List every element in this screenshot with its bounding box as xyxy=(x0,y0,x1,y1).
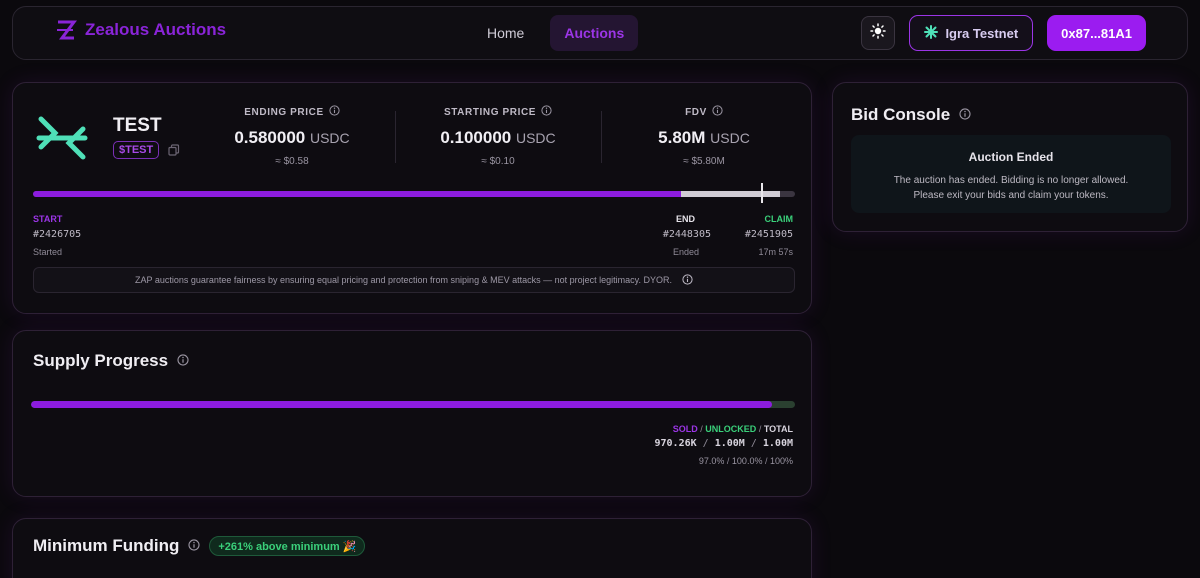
ending-price-unit: USDC xyxy=(309,130,350,146)
supply-sold-fill xyxy=(31,401,773,408)
starting-price-unit: USDC xyxy=(515,130,556,146)
fairness-notice-text: ZAP auctions guarantee fairness by ensur… xyxy=(135,275,672,285)
timeline-claim-fill xyxy=(681,191,780,197)
supply-unlocked-pct: 100.0% xyxy=(731,456,763,466)
info-icon[interactable] xyxy=(959,105,971,125)
network-name: Igra Testnet xyxy=(945,25,1019,41)
stat-divider xyxy=(601,111,602,163)
ending-price-usd: ≈ $0.58 xyxy=(275,156,309,167)
token-symbol-badge: $TEST xyxy=(113,141,160,159)
auction-timeline-bar xyxy=(33,191,795,197)
info-icon[interactable] xyxy=(177,351,189,371)
ending-price-value: 0.580000 xyxy=(234,128,306,147)
info-icon[interactable] xyxy=(682,273,693,287)
timeline-current-marker xyxy=(761,183,763,203)
fdv-unit: USDC xyxy=(710,130,750,146)
info-icon[interactable] xyxy=(329,105,340,119)
starting-price-stat: STARTING PRICE 0.100000 USDC ≈ $0.10 xyxy=(403,105,593,167)
auction-ended-title: Auction Ended xyxy=(968,150,1054,164)
auction-ended-message-line1: The auction has ended. Bidding is no lon… xyxy=(893,175,1129,186)
nav-link-home[interactable]: Home xyxy=(487,25,525,41)
copy-icon[interactable] xyxy=(168,143,180,161)
auction-ended-panel: Auction Ended The auction has ended. Bid… xyxy=(851,135,1171,213)
supply-progress-title: Supply Progress xyxy=(33,351,169,370)
minimum-funding-card: Minimum Funding +261% above minimum 🎉 xyxy=(12,518,812,578)
info-icon[interactable] xyxy=(712,105,723,119)
supply-legend: SOLD / UNLOCKED / TOTAL xyxy=(672,424,793,434)
supply-progress-bar xyxy=(31,401,795,408)
zealous-logo-icon xyxy=(55,20,77,40)
network-selector-button[interactable]: Igra Testnet xyxy=(909,15,1034,51)
timeline-progress-fill xyxy=(33,191,681,197)
ending-price-label: ENDING PRICE xyxy=(244,106,324,118)
info-icon[interactable] xyxy=(541,105,552,119)
timeline-claim-countdown: 17m 57s xyxy=(758,247,793,257)
fdv-usd: ≈ $5.80M xyxy=(683,156,725,167)
brand-name: Zealous Auctions xyxy=(85,20,227,39)
supply-total-value: 1.00M xyxy=(762,438,793,449)
supply-sold-value: 970.26K xyxy=(654,438,697,449)
bid-console-title: Bid Console xyxy=(851,105,951,124)
starting-price-value: 0.100000 xyxy=(440,128,512,147)
fairness-notice: ZAP auctions guarantee fairness by ensur… xyxy=(33,267,795,293)
legend-sold: SOLD xyxy=(672,424,698,434)
minimum-funding-title: Minimum Funding xyxy=(33,536,180,555)
bid-console-card: Bid Console Auction Ended The auction ha… xyxy=(832,82,1188,232)
nav-actions: Igra Testnet 0x87...81A1 xyxy=(861,15,1146,51)
legend-unlocked: UNLOCKED xyxy=(705,424,757,434)
ending-price-stat: ENDING PRICE 0.580000 USDC ≈ $0.58 xyxy=(197,105,387,167)
supply-values: 970.26K / 1.00M / 1.00M xyxy=(654,438,794,449)
info-icon[interactable] xyxy=(188,536,200,556)
starting-price-label: STARTING PRICE xyxy=(443,106,537,118)
funding-status-badge: +261% above minimum 🎉 xyxy=(209,536,366,556)
timeline-end-status: Ended xyxy=(672,247,699,257)
token-logo-icon xyxy=(35,113,89,168)
sun-icon xyxy=(870,22,887,44)
timeline-end-block: #2448305 xyxy=(662,229,711,240)
auction-card: TEST $TEST ENDING PRICE 0.580000 USDC ≈ … xyxy=(12,82,812,314)
fdv-stat: FDV 5.80M USDC ≈ $5.80M xyxy=(609,105,799,167)
starting-price-usd: ≈ $0.10 xyxy=(481,156,515,167)
timeline-start-block: #2426705 xyxy=(33,229,82,240)
supply-total-pct: 100% xyxy=(769,456,793,466)
timeline-end-label: END xyxy=(675,214,695,224)
wallet-address-button[interactable]: 0x87...81A1 xyxy=(1047,15,1146,51)
token-name: TEST xyxy=(113,115,162,136)
fdv-value: 5.80M xyxy=(658,128,706,147)
auction-ended-message-line2: Please exit your bids and claim your tok… xyxy=(913,190,1109,201)
legend-total: TOTAL xyxy=(763,424,793,434)
timeline-claim-block: #2451905 xyxy=(744,229,793,240)
nav-link-auctions[interactable]: Auctions xyxy=(550,15,639,51)
timeline-claim-label: CLAIM xyxy=(764,214,794,224)
supply-progress-card: Supply Progress SOLD / UNLOCKED / TOTAL … xyxy=(12,330,812,497)
supply-sold-pct: 97.0% xyxy=(698,456,725,466)
timeline-start-label: START xyxy=(33,214,63,224)
supply-unlocked-value: 1.00M xyxy=(714,438,745,449)
fdv-label: FDV xyxy=(685,106,707,118)
top-navbar: Zealous Auctions Home Auctions xyxy=(12,6,1188,60)
theme-toggle-button[interactable] xyxy=(861,16,896,50)
nav-links: Home Auctions xyxy=(473,15,639,51)
stat-divider xyxy=(395,111,396,163)
network-logo-icon xyxy=(924,24,939,42)
supply-percentages: 97.0% / 100.0% / 100% xyxy=(698,456,793,466)
timeline-start-status: Started xyxy=(33,247,63,257)
brand[interactable]: Zealous Auctions xyxy=(55,20,226,40)
